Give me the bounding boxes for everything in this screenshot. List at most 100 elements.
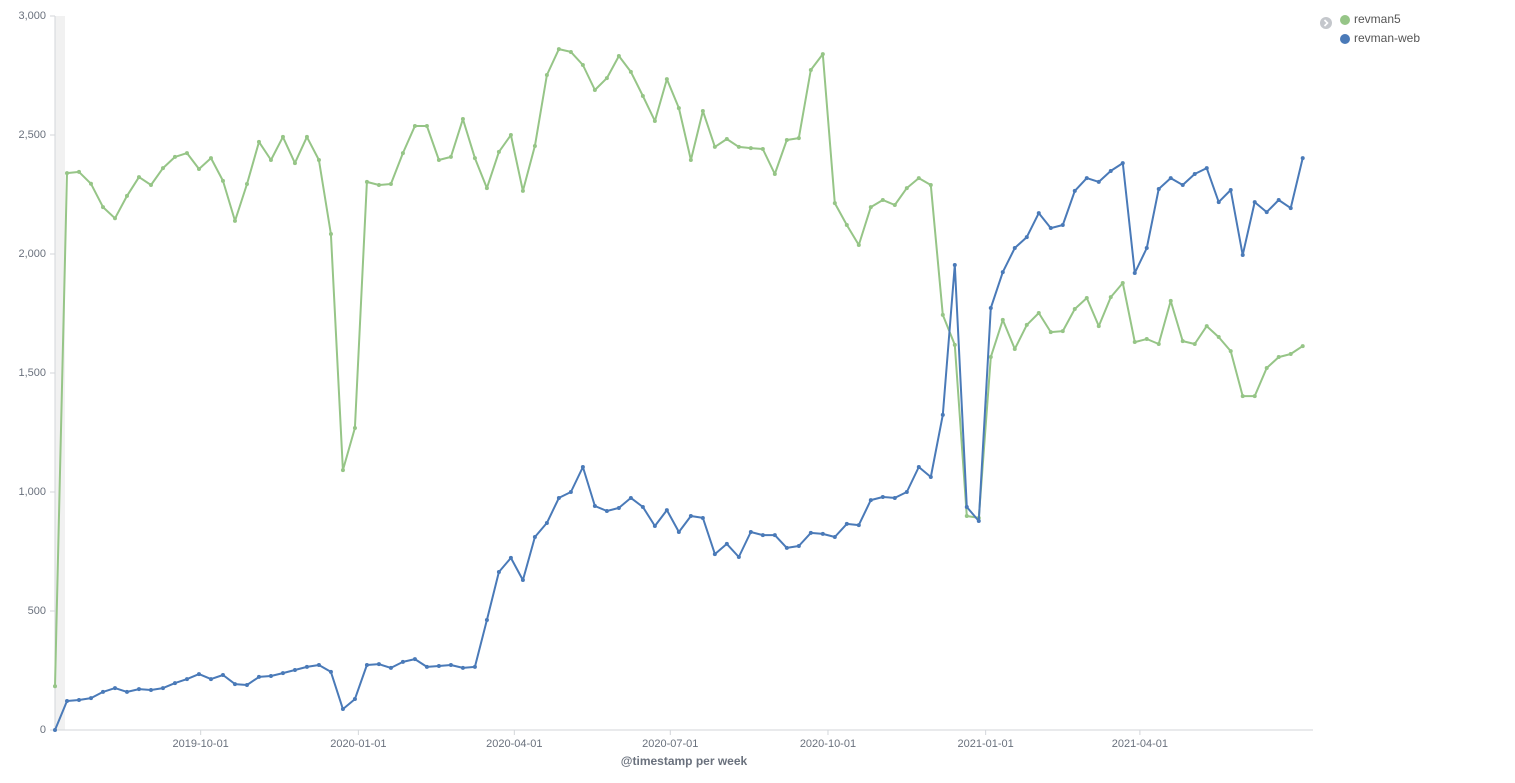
data-point	[892, 202, 897, 207]
data-point	[784, 137, 789, 142]
data-point	[448, 154, 453, 159]
data-point	[280, 134, 285, 139]
data-point	[748, 146, 753, 151]
data-point	[628, 69, 633, 74]
data-point	[1204, 166, 1209, 171]
data-point	[208, 156, 213, 161]
data-point	[1096, 179, 1101, 184]
data-point	[640, 93, 645, 98]
data-point	[1216, 335, 1221, 340]
data-point	[232, 682, 237, 687]
data-point	[100, 689, 105, 694]
data-point	[916, 465, 921, 470]
data-point	[700, 108, 705, 113]
data-point	[304, 134, 309, 139]
data-point	[292, 668, 297, 673]
legend-marker[interactable]	[1340, 15, 1350, 25]
data-point	[904, 186, 909, 191]
data-point	[484, 618, 489, 623]
data-point	[244, 182, 249, 187]
data-point	[928, 475, 933, 480]
data-point	[172, 681, 177, 686]
data-point	[352, 425, 357, 430]
data-point	[964, 514, 969, 519]
data-point	[496, 149, 501, 154]
data-point	[412, 657, 417, 662]
data-point	[1024, 322, 1029, 327]
data-point	[736, 144, 741, 149]
data-point	[856, 523, 861, 528]
data-point	[1108, 168, 1113, 173]
data-point	[532, 143, 537, 148]
data-point	[1144, 336, 1149, 341]
y-tick-label: 2,500	[18, 129, 46, 141]
data-point	[724, 137, 729, 142]
data-point	[1264, 366, 1269, 371]
data-point	[220, 178, 225, 183]
data-point	[268, 157, 273, 162]
data-point	[556, 495, 561, 500]
data-point	[244, 683, 249, 688]
data-point	[328, 669, 333, 674]
data-point	[1240, 394, 1245, 399]
series-line	[54, 157, 1304, 731]
data-point	[796, 544, 801, 549]
data-point	[340, 707, 345, 712]
data-point	[1192, 341, 1197, 346]
data-point	[136, 687, 141, 692]
data-point	[880, 197, 885, 202]
data-point	[160, 166, 165, 171]
data-point	[760, 533, 765, 538]
data-point	[616, 53, 621, 58]
data-point	[484, 186, 489, 191]
legend-label[interactable]: revman-web	[1354, 31, 1420, 45]
x-tick-label: 2021-04-01	[1112, 738, 1168, 750]
data-point	[940, 412, 945, 417]
data-point	[1072, 306, 1077, 311]
data-point	[868, 205, 873, 210]
data-point	[556, 47, 561, 52]
data-point	[100, 205, 105, 210]
data-point	[292, 161, 297, 166]
data-point	[53, 684, 57, 689]
data-point	[1204, 324, 1209, 329]
data-point	[1000, 317, 1005, 322]
legend-label[interactable]: revman5	[1354, 12, 1401, 26]
data-point	[460, 665, 465, 670]
data-point	[1180, 182, 1185, 187]
legend-marker[interactable]	[1340, 34, 1350, 44]
data-point	[940, 312, 945, 317]
data-point	[53, 728, 57, 732]
data-point	[88, 696, 93, 701]
data-point	[688, 157, 693, 162]
data-point	[400, 151, 405, 156]
data-point	[952, 342, 957, 347]
data-point	[796, 136, 801, 141]
x-tick-label: 2021-01-01	[958, 738, 1014, 750]
data-point	[640, 504, 645, 509]
data-point	[148, 688, 153, 693]
data-point	[820, 531, 825, 536]
legend-toggle[interactable]	[1320, 17, 1332, 29]
data-point	[1288, 351, 1293, 356]
data-point	[1132, 271, 1137, 276]
data-point	[1120, 161, 1125, 166]
data-point	[1156, 187, 1161, 192]
data-point	[1048, 330, 1053, 335]
data-point	[916, 176, 921, 181]
data-point	[76, 698, 81, 703]
data-point	[424, 664, 429, 669]
data-point	[676, 106, 681, 111]
data-point	[1276, 197, 1281, 202]
data-point	[304, 664, 309, 669]
data-point	[1108, 295, 1113, 300]
data-point	[1084, 176, 1089, 181]
data-point	[196, 167, 201, 172]
data-point	[1036, 211, 1041, 216]
y-tick-label: 500	[28, 605, 46, 617]
data-point	[352, 697, 357, 702]
data-point	[136, 175, 141, 180]
data-point	[976, 519, 981, 524]
data-point	[580, 465, 585, 470]
data-point	[256, 674, 261, 679]
